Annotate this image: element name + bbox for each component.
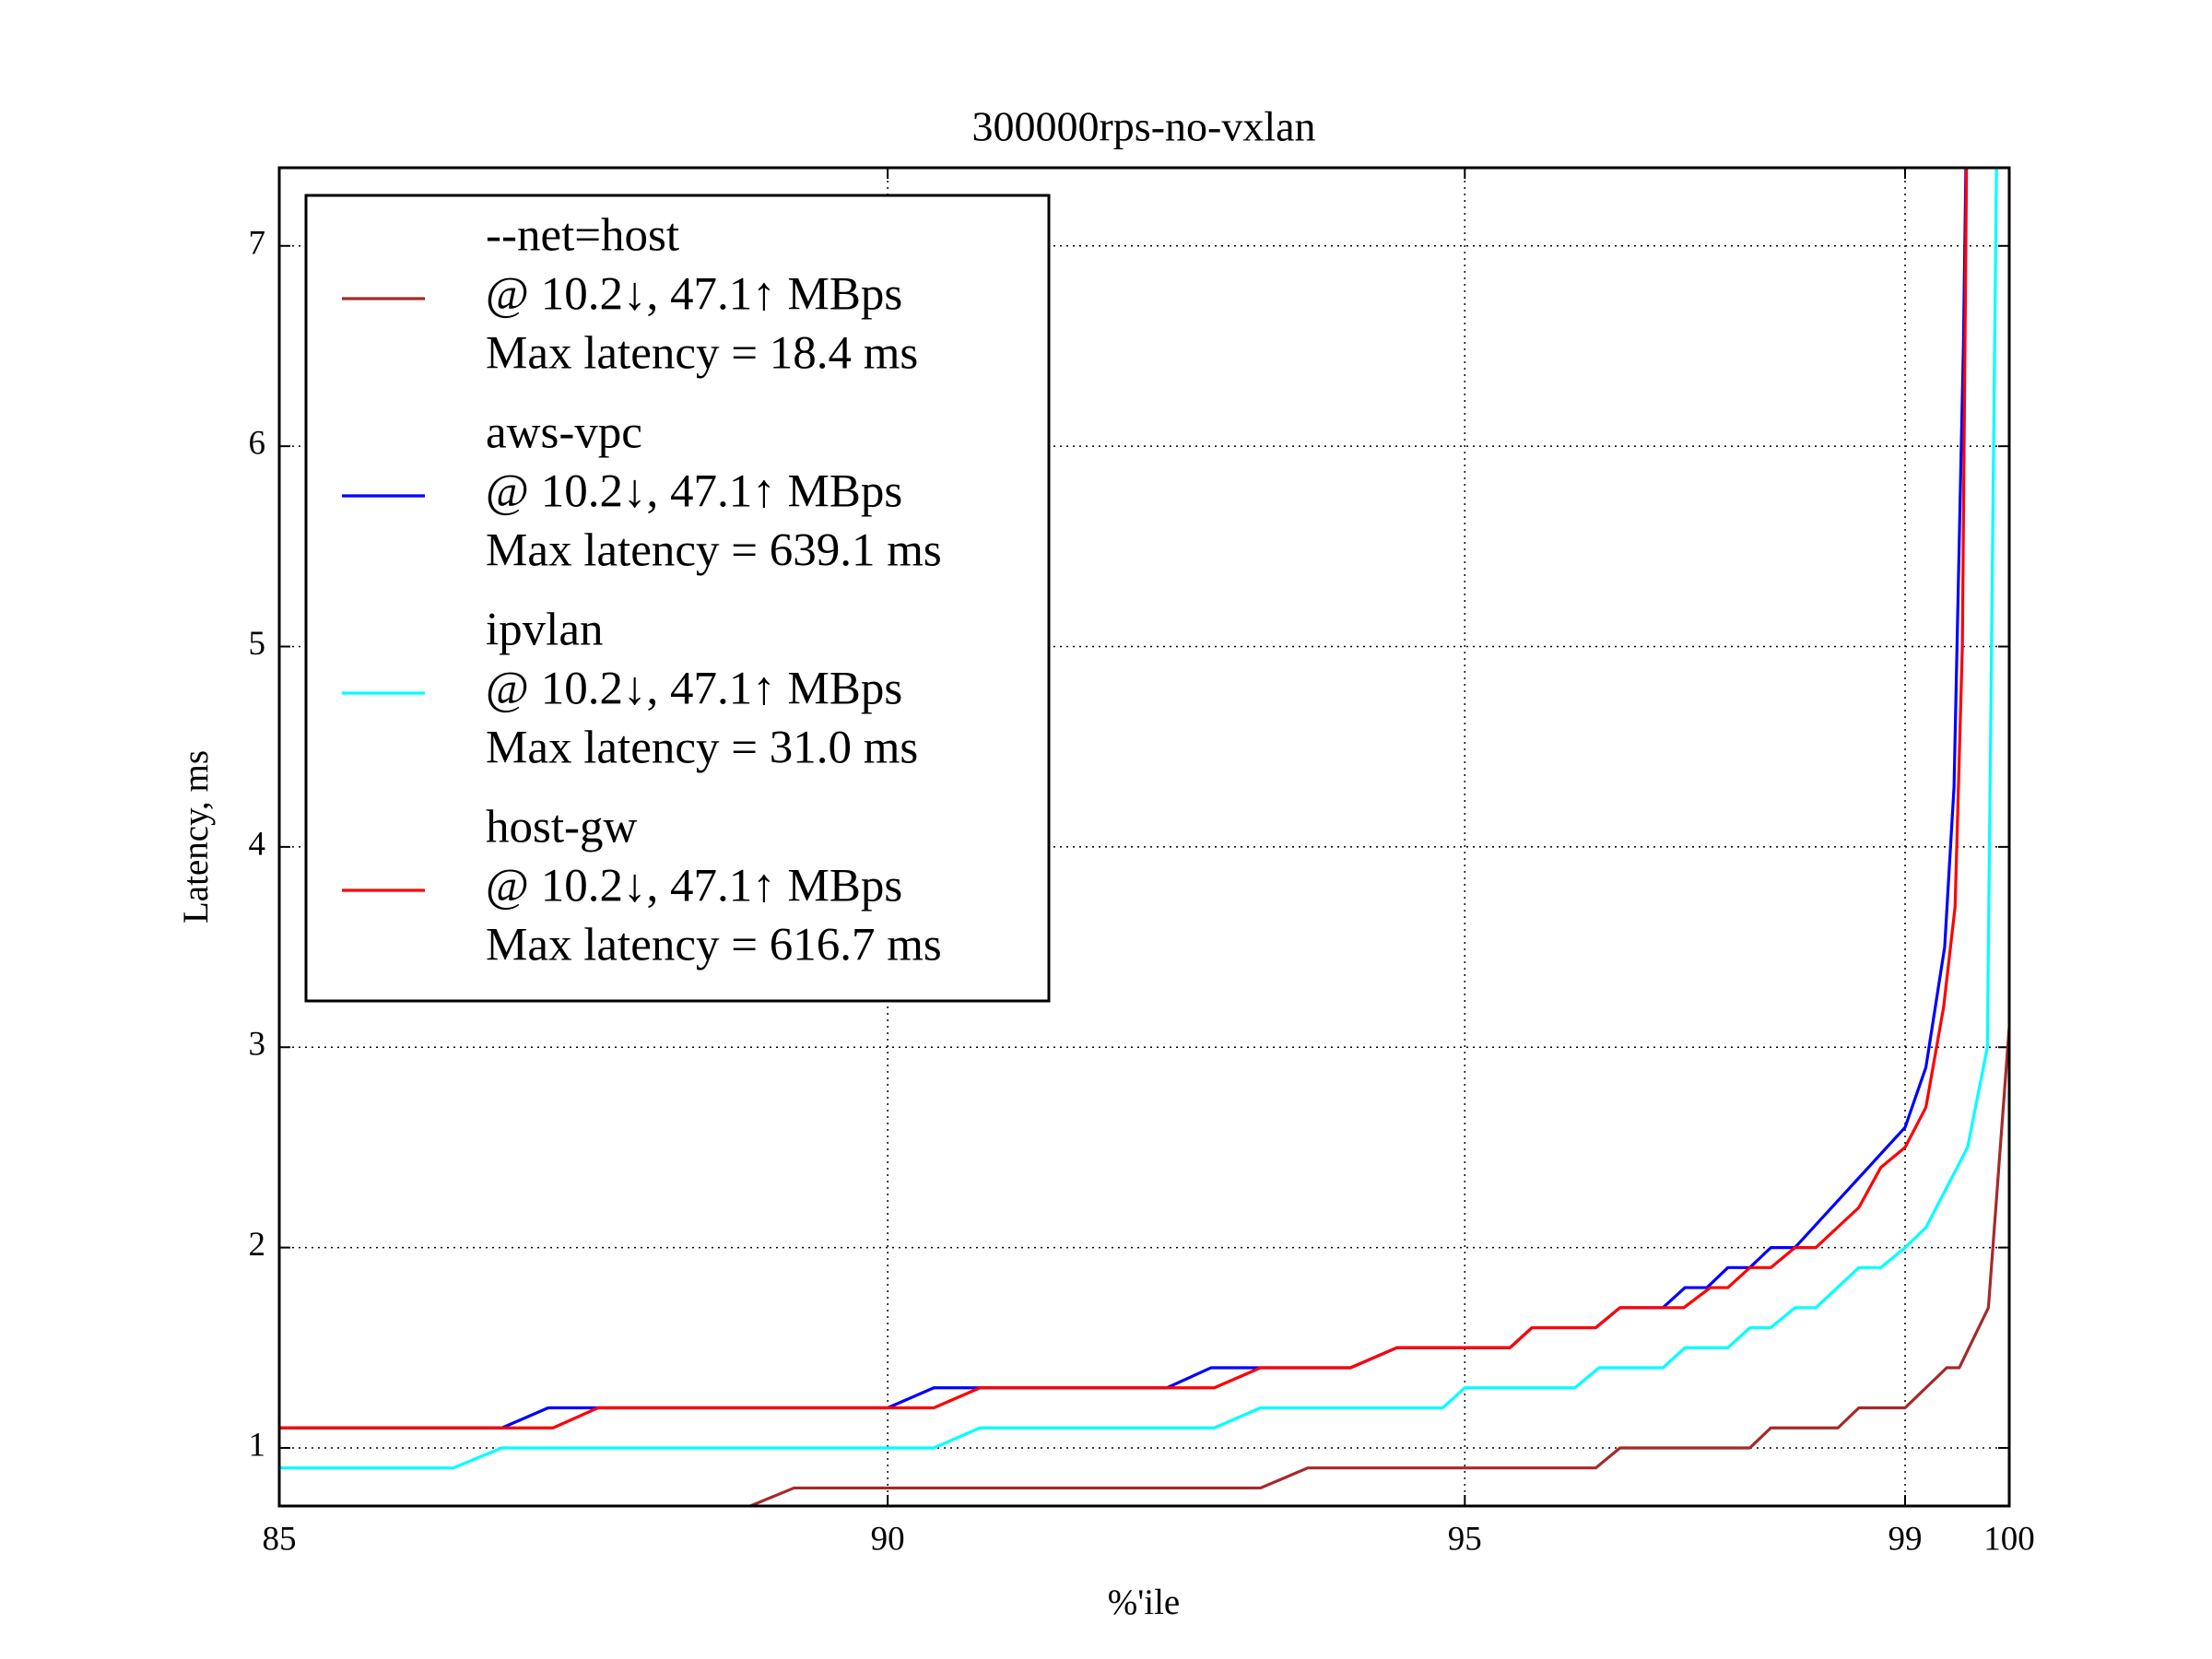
legend-throughput: @ 10.2↓, 47.1↑ MBps	[486, 664, 902, 715]
series-line	[279, 168, 1998, 1470]
series-line	[746, 1027, 2009, 1506]
legend-max-latency: Max latency = 31.0 ms	[486, 723, 918, 774]
series-line	[279, 168, 1969, 1430]
legend-throughput: @ 10.2↓, 47.1↑ MBps	[486, 269, 902, 321]
legend-throughput: @ 10.2↓, 47.1↑ MBps	[486, 466, 902, 518]
legend-max-latency: Max latency = 616.7 ms	[486, 920, 942, 971]
legend-name: aws-vpc	[486, 407, 642, 459]
legend-box	[304, 194, 1051, 1003]
y-tick-label: 7	[249, 224, 266, 262]
x-tick-label: 95	[1448, 1520, 1482, 1558]
y-axis-label: Latency, ms	[176, 750, 216, 924]
y-tick-label: 1	[249, 1426, 266, 1464]
legend-name: ipvlan	[486, 605, 603, 656]
x-tick-label: 90	[871, 1520, 905, 1558]
chart-title: 300000rps-no-vxlan	[971, 103, 1315, 150]
legend-throughput: @ 10.2↓, 47.1↑ MBps	[486, 861, 902, 912]
y-tick-label: 4	[249, 825, 266, 863]
x-axis-label: %'ile	[1108, 1583, 1181, 1622]
legend-max-latency: Max latency = 639.1 ms	[486, 525, 942, 577]
grid: 85 90 95 99 100 1 2 3 4 5 6 7	[249, 168, 2035, 1558]
plot-frame	[277, 166, 2011, 1508]
x-tick-label: 99	[1888, 1520, 1923, 1558]
legend-name: --net=host	[486, 210, 679, 262]
legend-name: host-gw	[486, 802, 638, 853]
legend: --net=host @ 10.2↓, 47.1↑ MBps Max latency…	[304, 194, 1051, 1003]
y-tick-label: 3	[249, 1026, 266, 1064]
y-tick-label: 2	[249, 1226, 266, 1264]
x-tick-label: 85	[263, 1520, 297, 1558]
y-tick-label: 5	[249, 625, 266, 663]
x-tick-label: 100	[1983, 1520, 2035, 1558]
plot-lines	[279, 168, 2009, 1506]
legend-max-latency: Max latency = 18.4 ms	[486, 328, 918, 380]
y-tick-label: 6	[249, 425, 266, 463]
